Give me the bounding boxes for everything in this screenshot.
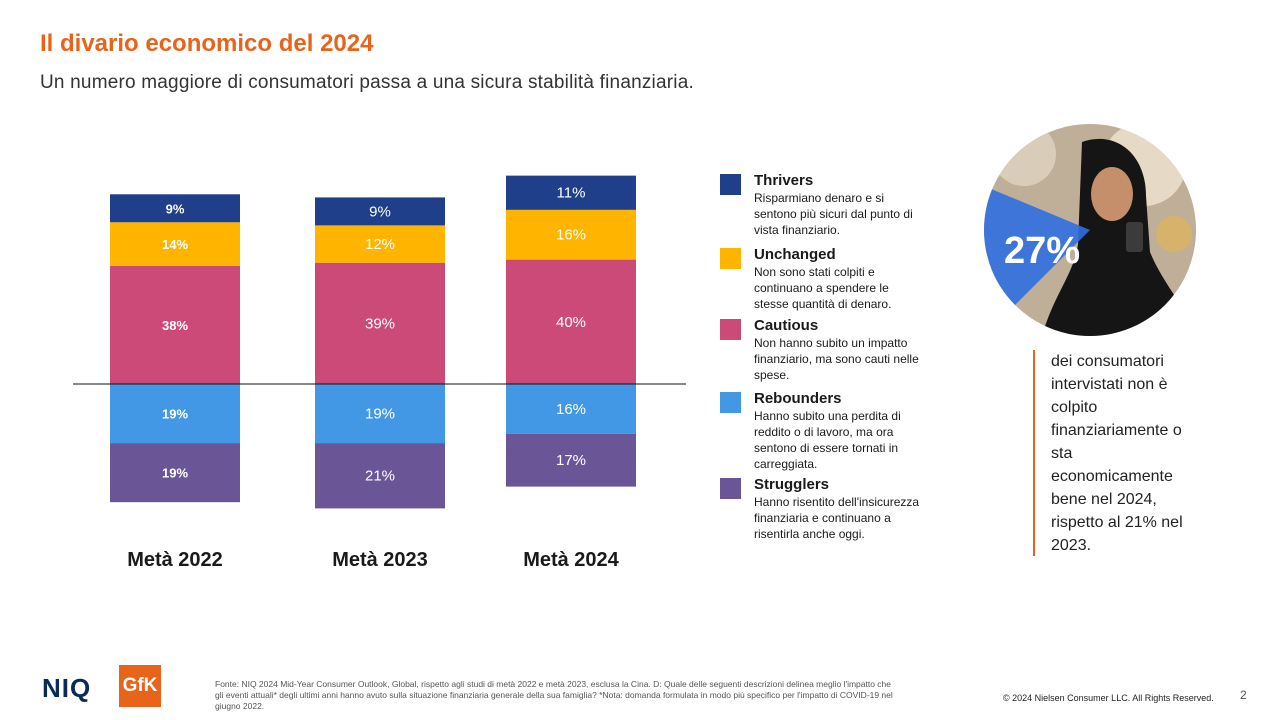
bar-segment-rebounders <box>315 384 445 444</box>
legend-swatch-unchanged <box>720 248 741 269</box>
legend-desc: Non hanno subito un impatto finanziario,… <box>754 336 919 382</box>
data-label: 16% <box>556 227 586 244</box>
callout-percent: 27% <box>1004 230 1081 272</box>
legend-desc: Hanno subito una perdita di reddito o di… <box>754 409 901 471</box>
legend-desc: Non sono stati colpiti e continuano a sp… <box>754 265 892 311</box>
data-label: 19% <box>365 406 395 423</box>
legend-desc: Risparmiano denaro e si sentono più sicu… <box>754 191 913 237</box>
gfk-logo: GfK <box>119 665 161 707</box>
bar-segment-strugglers <box>315 443 445 509</box>
callout-divider <box>1033 350 1035 556</box>
bar-segment-unchanged <box>110 222 240 266</box>
bar-segment-cautious <box>506 259 636 384</box>
legend-name: Thrivers <box>754 172 814 189</box>
bar-segment-cautious <box>315 262 445 384</box>
legend-name: Cautious <box>754 317 819 334</box>
bar-segment-rebounders <box>506 384 636 434</box>
data-label: 9% <box>369 203 391 220</box>
data-label: 12% <box>365 236 395 253</box>
legend-swatch-strugglers <box>720 478 741 499</box>
bar-segment-strugglers <box>110 443 240 503</box>
category-label: Metà 2024 <box>523 549 619 571</box>
data-label: 21% <box>365 468 395 485</box>
data-label: 19% <box>162 466 188 481</box>
data-label: 9% <box>166 201 185 216</box>
bar-segment-strugglers <box>506 433 636 487</box>
page-title: Il divario economico del 2024 <box>40 30 374 57</box>
bar-segment-cautious <box>110 265 240 384</box>
page-number: 2 <box>1240 688 1247 702</box>
bar-segment-unchanged <box>315 225 445 263</box>
page-subtitle: Un numero maggiore di consumatori passa … <box>40 72 694 93</box>
category-label: Metà 2023 <box>332 549 428 571</box>
legend-name: Rebounders <box>754 390 842 407</box>
data-label: 19% <box>162 407 188 422</box>
data-label: 14% <box>162 237 188 252</box>
data-label: 39% <box>365 315 395 332</box>
data-label: 11% <box>557 185 586 202</box>
bar-segment-rebounders <box>110 384 240 444</box>
bar-segment-thrivers <box>506 175 636 210</box>
callout-text: dei consumatori intervistati non è colpi… <box>1051 353 1183 554</box>
legend-swatch-rebounders <box>720 392 741 413</box>
data-label: 38% <box>162 318 188 333</box>
data-label: 16% <box>556 401 586 418</box>
niq-logo: NIQ <box>42 673 92 703</box>
legend-swatch-thrivers <box>720 174 741 195</box>
data-label: 40% <box>556 314 586 331</box>
bar-segment-thrivers <box>110 194 240 223</box>
legend-name: Unchanged <box>754 246 836 263</box>
chart-legend: Thrivers Risparmiano denaro e si sentono… <box>720 172 930 572</box>
copyright: © 2024 Nielsen Consumer LLC. All Rights … <box>1003 693 1214 703</box>
bar-segment-thrivers <box>315 197 445 226</box>
bar-segment-unchanged <box>506 209 636 260</box>
woman-with-phone-photo <box>984 124 1196 336</box>
data-label: 17% <box>556 452 586 469</box>
legend-swatch-cautious <box>720 319 741 340</box>
category-label: Metà 2022 <box>127 549 223 571</box>
legend-name: Strugglers <box>754 476 830 493</box>
source-note: Fonte: NIQ 2024 Mid-Year Consumer Outloo… <box>215 679 893 711</box>
stacked-bar-chart: 19% 19% 38% 14% 9% Metà 2022 19% 21% 39% 12% 9% Met… <box>73 175 686 571</box>
legend-desc: Hanno risentito dell'insicurezza finanzi… <box>754 495 920 541</box>
